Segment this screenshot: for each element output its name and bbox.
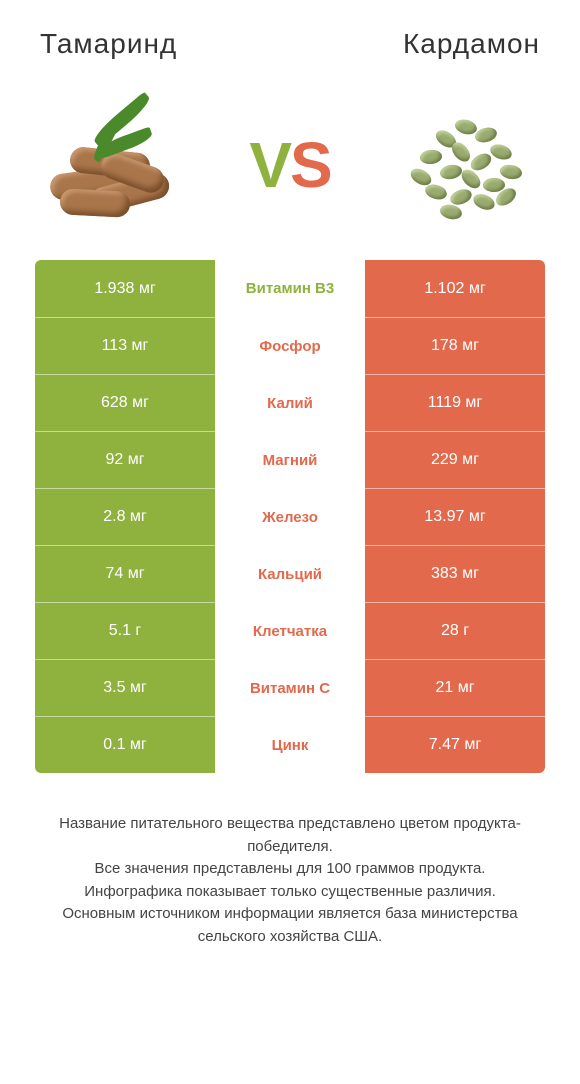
table-row: 5.1 гКлетчатка28 г [35,602,545,659]
table-row: 92 мгМагний229 мг [35,431,545,488]
images-row: VS [0,60,580,260]
table-row: 1.938 мгВитамин B31.102 мг [35,260,545,317]
footer-line2: Все значения представлены для 100 граммо… [35,858,545,881]
right-value: 21 мг [365,659,545,716]
right-value: 1119 мг [365,374,545,431]
nutrient-name: Кальций [215,545,365,602]
right-value: 229 мг [365,431,545,488]
nutrient-table: 1.938 мгВитамин B31.102 мг113 мгФосфор17… [35,260,545,773]
left-title: Тамаринд [40,28,177,60]
right-title: Кардамон [403,28,540,60]
left-value: 0.1 мг [35,716,215,773]
cardamom-image [385,100,545,230]
left-value: 5.1 г [35,602,215,659]
footer-line3: Инфографика показывает только существенн… [35,881,545,904]
table-row: 113 мгФосфор178 мг [35,317,545,374]
left-value: 92 мг [35,431,215,488]
nutrient-name: Клетчатка [215,602,365,659]
footer-line4: Основным источником информации является … [35,903,545,948]
header: Тамаринд Кардамон [0,0,580,60]
nutrient-name: Витамин C [215,659,365,716]
vs-s: S [290,129,331,201]
table-row: 628 мгКалий1119 мг [35,374,545,431]
tamarind-image [35,100,195,230]
nutrient-name: Витамин B3 [215,260,365,317]
left-value: 1.938 мг [35,260,215,317]
vs-v: V [249,129,290,201]
left-value: 2.8 мг [35,488,215,545]
left-value: 74 мг [35,545,215,602]
right-value: 13.97 мг [365,488,545,545]
table-row: 74 мгКальций383 мг [35,545,545,602]
table-row: 3.5 мгВитамин C21 мг [35,659,545,716]
table-row: 2.8 мгЖелезо13.97 мг [35,488,545,545]
nutrient-name: Магний [215,431,365,488]
left-value: 628 мг [35,374,215,431]
vs-label: VS [249,128,330,202]
nutrient-name: Железо [215,488,365,545]
right-value: 7.47 мг [365,716,545,773]
right-value: 28 г [365,602,545,659]
nutrient-name: Калий [215,374,365,431]
right-value: 1.102 мг [365,260,545,317]
footer: Название питательного вещества представл… [0,813,580,948]
footer-line1: Название питательного вещества представл… [35,813,545,858]
nutrient-name: Фосфор [215,317,365,374]
left-value: 3.5 мг [35,659,215,716]
right-value: 383 мг [365,545,545,602]
left-value: 113 мг [35,317,215,374]
nutrient-name: Цинк [215,716,365,773]
right-value: 178 мг [365,317,545,374]
table-row: 0.1 мгЦинк7.47 мг [35,716,545,773]
